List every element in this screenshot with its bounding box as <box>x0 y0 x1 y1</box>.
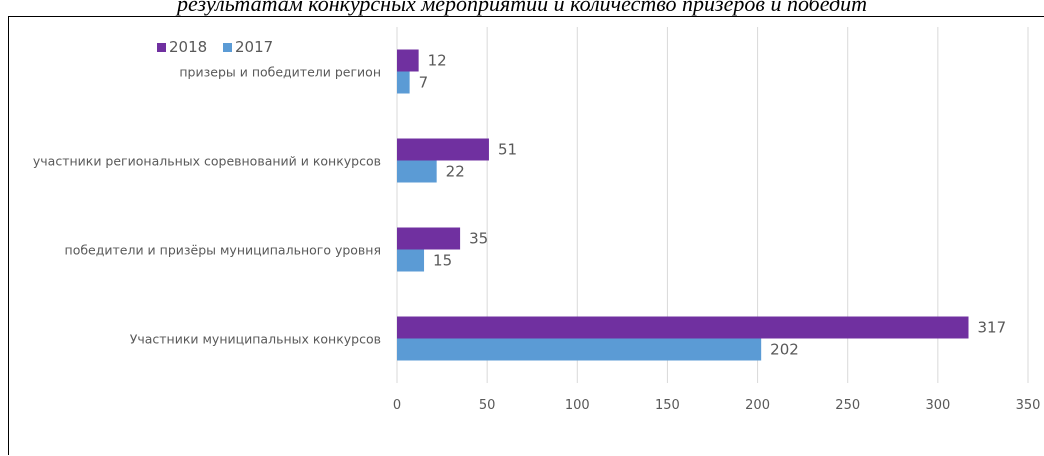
value-label: 317 <box>978 319 1007 337</box>
x-tick-label: 0 <box>393 398 401 413</box>
legend-swatch-2017 <box>223 43 232 52</box>
value-label: 7 <box>419 74 429 92</box>
category-label: призеры и победители регион <box>179 65 381 80</box>
x-tick-label: 350 <box>1016 398 1041 413</box>
bar-2017 <box>397 338 762 361</box>
chart-frame: 317 202 35 15 51 22 12 7 Участники муниципальны… <box>8 16 1044 455</box>
legend-label-2018: 2018 <box>169 38 207 56</box>
value-label: 202 <box>770 341 799 359</box>
value-label: 22 <box>446 163 465 181</box>
category-label: участники региональных соревнований и ко… <box>33 154 381 169</box>
bar-2018 <box>397 227 461 250</box>
x-tick-label: 200 <box>745 398 770 413</box>
category-label: победители и призёры муниципального уров… <box>65 243 381 258</box>
legend: 2018 2017 <box>157 38 273 56</box>
bar-2018 <box>397 316 969 339</box>
bar-chart: 317 202 35 15 51 22 12 7 Участники муниципальны… <box>33 27 1041 413</box>
category-label: Участники муниципальных конкурсов <box>130 332 381 347</box>
legend-label-2017: 2017 <box>235 38 273 56</box>
x-tick-label: 50 <box>479 398 496 413</box>
value-label: 51 <box>498 141 517 159</box>
category-labels: Участники муниципальных конкурсов победит… <box>33 65 381 347</box>
bars: 317 202 35 15 51 22 12 7 <box>397 49 1007 361</box>
x-tick-label: 250 <box>835 398 860 413</box>
value-label: 35 <box>469 230 488 248</box>
bar-2017 <box>397 160 437 183</box>
x-tick-label: 150 <box>655 398 680 413</box>
legend-swatch-2018 <box>157 43 166 52</box>
x-tick-label: 300 <box>925 398 950 413</box>
bar-2017 <box>397 249 425 272</box>
bar-2018 <box>397 49 419 72</box>
bar-2018 <box>397 138 489 161</box>
x-tick-label: 100 <box>565 398 590 413</box>
value-label: 15 <box>433 252 452 270</box>
bar-2017 <box>397 71 410 94</box>
chart-caption: результатам конкурсных мероприятий и кол… <box>177 0 867 16</box>
value-label: 12 <box>428 52 447 70</box>
x-axis-ticks: 0 50 100 150 200 250 300 350 <box>393 398 1041 413</box>
